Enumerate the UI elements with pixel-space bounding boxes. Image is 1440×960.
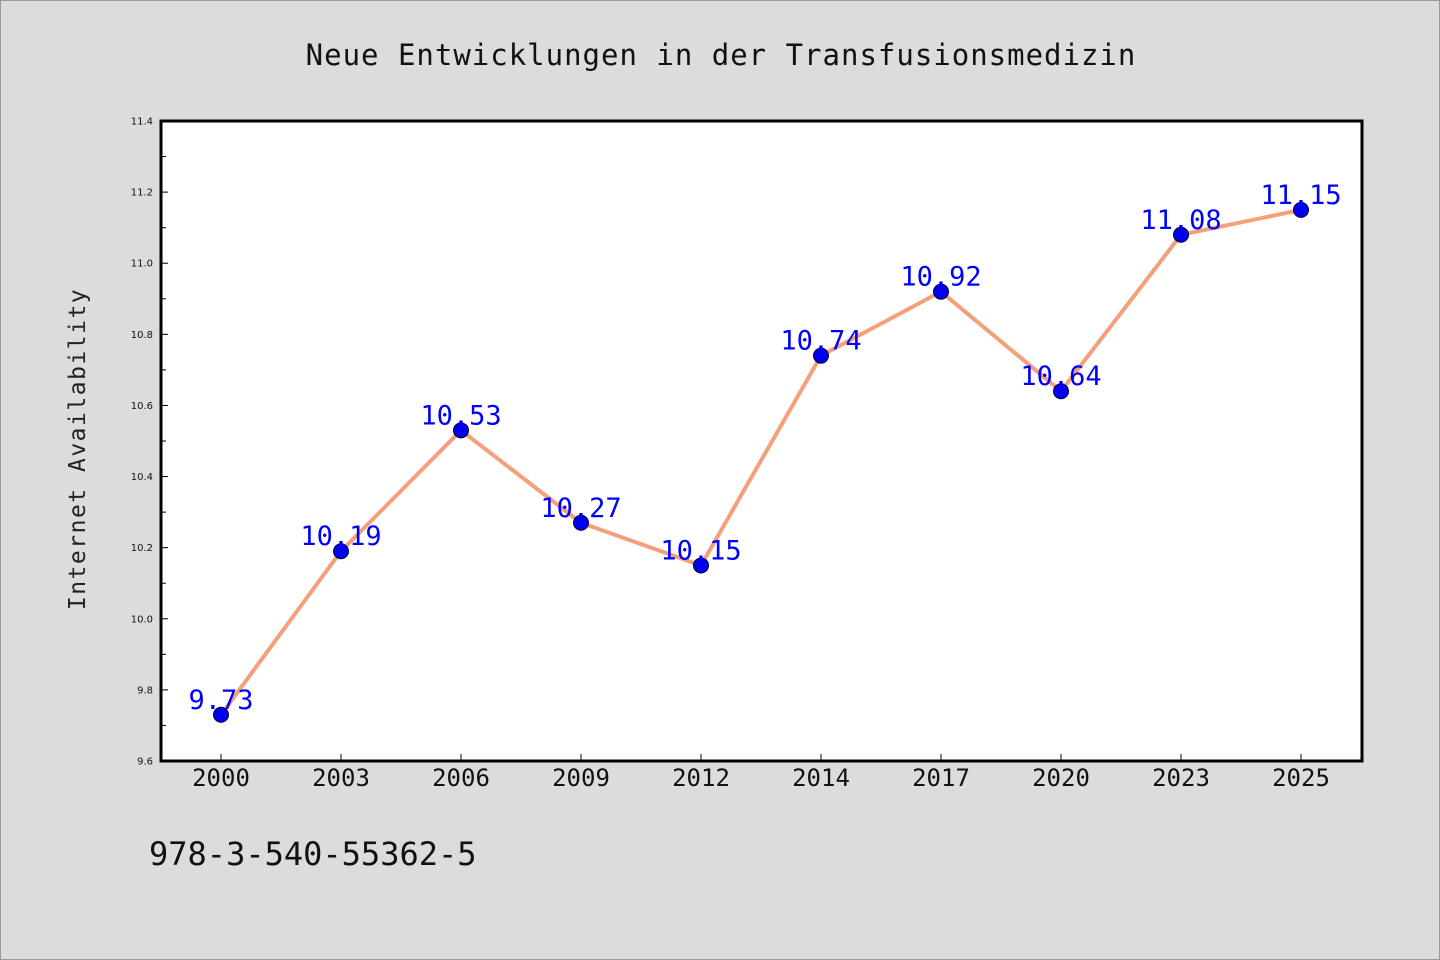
- data-point-marker: [573, 514, 589, 531]
- series-layer: [213, 201, 1309, 723]
- data-point-marker: [453, 422, 469, 439]
- data-point-marker: [213, 706, 229, 723]
- y-tick-label: 9.8: [137, 685, 153, 696]
- x-tick-label: 2025: [1272, 764, 1330, 792]
- data-label: 10.27: [540, 493, 621, 524]
- data-label: 10.15: [660, 535, 741, 566]
- data-label: 10.92: [900, 262, 981, 293]
- y-tick-label: 10.8: [131, 330, 153, 341]
- data-label: 9.73: [188, 685, 253, 716]
- y-axis: 9.6 9.8 10.0 10.2 10.4 10.6 10.8 11.0 11.2 11.4: [131, 117, 168, 768]
- data-label: 10.53: [420, 400, 501, 431]
- y-tick-label: 10.2: [131, 543, 153, 554]
- y-axis-label: Internet Availability: [65, 288, 91, 610]
- data-label: 11.15: [1260, 180, 1341, 211]
- x-tick-label: 2003: [312, 764, 370, 792]
- data-point-marker: [693, 557, 709, 574]
- y-tick-label: 11.0: [131, 259, 153, 270]
- data-point-marker: [1053, 383, 1069, 400]
- data-label: 11.08: [1140, 205, 1221, 236]
- x-tick-label: 2012: [672, 764, 730, 792]
- series-line: [219, 207, 1303, 717]
- data-point-marker: [813, 347, 829, 364]
- data-labels: 9.73 10.19 10.53 10.27 10.15 10.74 10.92 10.64 1…: [188, 180, 1341, 716]
- x-tick-label: 2006: [432, 764, 490, 792]
- data-label: 10.64: [1020, 361, 1101, 392]
- y-tick-label: 11.4: [131, 117, 153, 128]
- x-tick-label: 2017: [912, 764, 970, 792]
- x-tick-label: 2014: [792, 764, 850, 792]
- y-tick-label: 10.0: [131, 614, 153, 625]
- data-label: 10.74: [780, 326, 861, 357]
- data-point-marker: [333, 543, 349, 560]
- data-label: 10.19: [300, 521, 381, 552]
- x-tick-label: 2009: [552, 764, 610, 792]
- chart-title: Neue Entwicklungen in der Transfusionsme…: [306, 38, 1137, 72]
- isbn-footnote: 978-3-540-55362-5: [149, 835, 477, 873]
- y-tick-label: 10.4: [131, 472, 153, 483]
- x-axis: 2000 2003 2006 2009 2012 2014 2017 2020 2023 2025: [192, 754, 1330, 792]
- x-tick-label: 2023: [1152, 764, 1210, 792]
- y-tick-label: 9.6: [137, 757, 153, 768]
- data-point-marker: [1173, 226, 1189, 243]
- data-point-marker: [1293, 201, 1309, 218]
- y-tick-label: 11.2: [131, 188, 153, 199]
- x-tick-label: 2020: [1032, 764, 1090, 792]
- data-point-marker: [933, 283, 949, 300]
- y-tick-label: 10.6: [131, 401, 153, 412]
- plot-area: [159, 119, 1364, 763]
- x-tick-label: 2000: [192, 764, 250, 792]
